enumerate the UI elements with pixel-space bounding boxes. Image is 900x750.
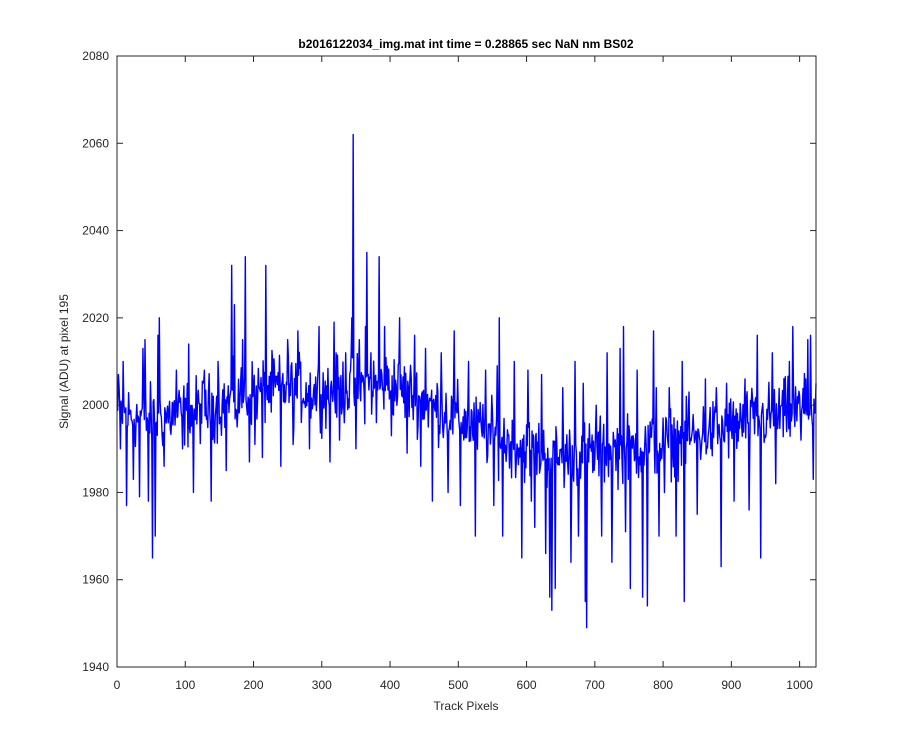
x-tick-label: 400 bbox=[380, 678, 400, 692]
chart-title: b2016122034_img.mat int time = 0.28865 s… bbox=[298, 37, 634, 51]
axes-box bbox=[116, 55, 817, 668]
y-tick-label: 2040 bbox=[82, 224, 109, 238]
x-tick-label: 700 bbox=[585, 678, 605, 692]
x-tick-label: 800 bbox=[653, 678, 673, 692]
y-axis-label: Signal (ADU) at pixel 195 bbox=[57, 294, 71, 429]
series-group bbox=[116, 133, 817, 629]
x-tick-label: 0 bbox=[114, 678, 121, 692]
x-axis-label: Track Pixels bbox=[434, 699, 499, 713]
x-tick-label: 100 bbox=[175, 678, 195, 692]
y-tick-label: 1980 bbox=[82, 485, 109, 499]
y-tick-label: 2080 bbox=[82, 49, 109, 63]
x-tick-label: 500 bbox=[448, 678, 468, 692]
x-tick-label: 900 bbox=[721, 678, 741, 692]
x-tick-label: 200 bbox=[244, 678, 264, 692]
x-tick-label: 600 bbox=[517, 678, 537, 692]
x-tick-label: 300 bbox=[312, 678, 332, 692]
plot-area bbox=[117, 56, 816, 667]
series-line bbox=[116, 133, 817, 629]
y-tick-label: 2000 bbox=[82, 398, 109, 412]
y-tick-label: 2060 bbox=[82, 136, 109, 150]
y-tick-label: 1940 bbox=[82, 660, 109, 674]
y-tick-label: 2020 bbox=[82, 311, 109, 325]
x-axis-ticks: 0 100 200 300 400 500 600 700 800 900 1000 bbox=[114, 56, 813, 692]
y-axis-ticks: 1940 1960 1980 2000 2020 2040 2060 2080 bbox=[82, 49, 816, 674]
x-tick-label: 1000 bbox=[786, 678, 813, 692]
y-tick-label: 1960 bbox=[82, 573, 109, 587]
